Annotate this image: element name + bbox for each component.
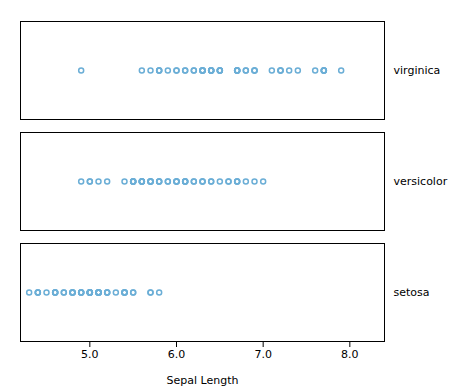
svg-text:6.0: 6.0	[168, 348, 186, 361]
svg-text:7.0: 7.0	[254, 348, 272, 361]
svg-text:8.0: 8.0	[341, 348, 359, 361]
svg-text:versicolor: versicolor	[394, 175, 448, 188]
svg-text:virginica: virginica	[394, 64, 441, 77]
svg-text:setosa: setosa	[394, 286, 430, 299]
svg-text:Sepal Length: Sepal Length	[167, 374, 239, 387]
svg-text:5.0: 5.0	[81, 348, 99, 361]
